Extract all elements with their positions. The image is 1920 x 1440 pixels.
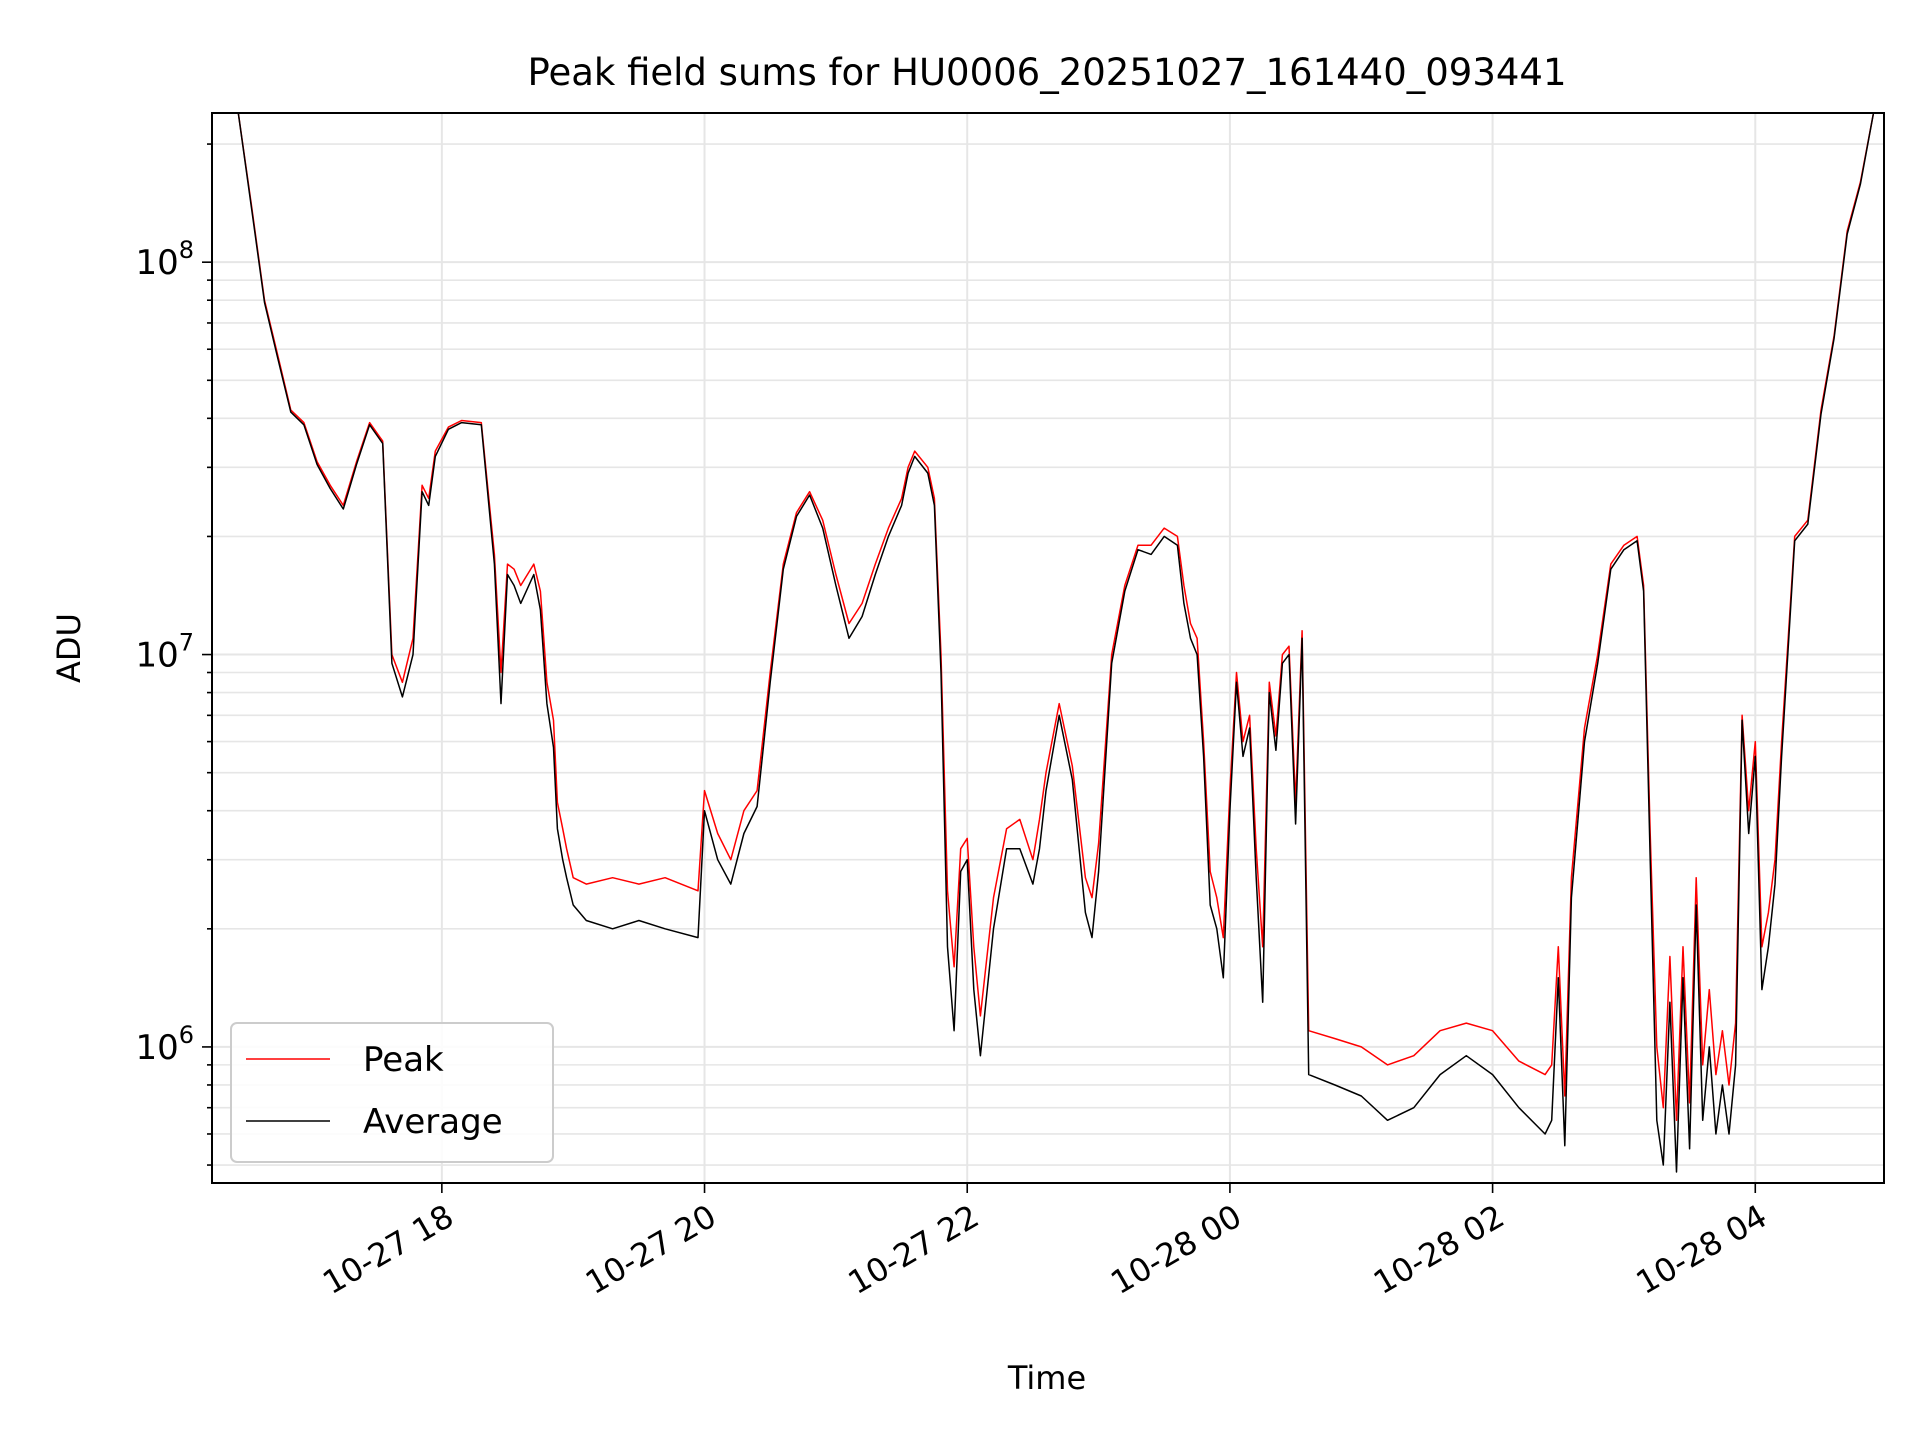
y-axis-label: ADU <box>50 613 88 683</box>
legend: Peak Average <box>230 1022 554 1163</box>
plot-frame <box>211 112 1885 1184</box>
series-group <box>237 113 1875 1173</box>
legend-peak-label: Peak <box>363 1040 444 1080</box>
y-axis: 106 107 108 <box>135 143 212 1166</box>
series-line-average <box>237 113 1875 1173</box>
series-line-peak <box>237 113 1875 1122</box>
y-tick-label: 107 <box>135 629 194 676</box>
y-tick-label: 108 <box>135 236 194 283</box>
x-axis-label: Time <box>1007 1359 1086 1397</box>
y-tick-label: 106 <box>135 1021 194 1068</box>
chart-title: Peak field sums for HU0006_20251027_1614… <box>527 51 1566 94</box>
legend-box <box>230 1022 554 1163</box>
legend-average-label: Average <box>363 1102 503 1142</box>
